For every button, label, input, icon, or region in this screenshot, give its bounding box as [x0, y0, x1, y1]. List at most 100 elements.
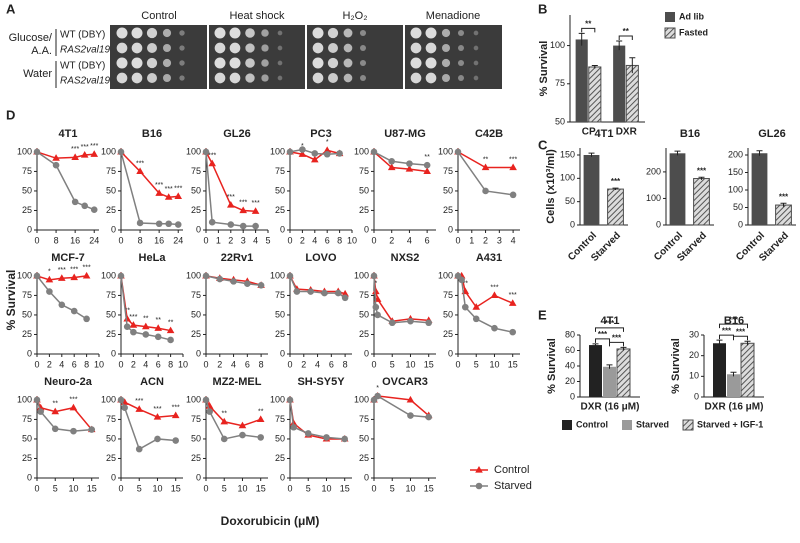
spot [261, 59, 269, 67]
y-tick-label: 100 [186, 146, 201, 156]
marker [154, 435, 161, 443]
y-tick-label: 25 [191, 453, 201, 463]
spot [425, 57, 437, 69]
y-tick-label: 25 [359, 205, 369, 215]
marker [58, 301, 66, 309]
series-line [120, 399, 176, 451]
y-tick-label: 0 [111, 224, 116, 234]
marker [83, 315, 90, 323]
y-tick-label: 100 [17, 146, 32, 156]
significance: *** [598, 330, 608, 339]
marker [374, 392, 381, 400]
marker [154, 324, 162, 331]
x-tick-label: DXR (16 μM) [705, 402, 764, 413]
marker [70, 273, 78, 281]
spot [343, 73, 353, 83]
marker [165, 220, 172, 228]
spot [261, 74, 269, 82]
series-line [373, 275, 429, 324]
x-tick-label: 8 [84, 359, 89, 369]
spot [277, 30, 283, 36]
chart-title: U87-MG [384, 128, 426, 140]
y-tick-label: 75 [275, 166, 285, 176]
chart-title: PC3 [310, 128, 331, 140]
y-tick-label: 75 [359, 166, 369, 176]
error-bar [730, 371, 737, 377]
marker [461, 303, 469, 311]
bar [588, 66, 602, 123]
series-line [373, 275, 429, 323]
error-bar [716, 339, 723, 347]
marker [136, 167, 144, 175]
significance: *** [174, 185, 182, 192]
legend-swatch [665, 12, 675, 22]
x-tick-label: 10 [152, 483, 162, 493]
marker [425, 413, 433, 421]
x-tick-label: 0 [287, 483, 292, 493]
significance: *** [612, 334, 622, 343]
y-tick-label: 80 [565, 329, 575, 339]
spot [359, 29, 367, 37]
chart-title: B16 [680, 128, 700, 140]
marker [372, 303, 380, 311]
y-tick-label: 25 [275, 329, 285, 339]
x-tick-label: 0 [34, 235, 39, 245]
y-tick-label: 100 [17, 270, 32, 280]
significance: * [374, 280, 377, 287]
marker [172, 437, 180, 444]
marker [406, 160, 413, 167]
x-tick-label: 5 [306, 483, 311, 493]
bracket [581, 27, 596, 33]
marker [425, 319, 433, 327]
x-tick-label: 10 [489, 359, 499, 369]
series-line [373, 151, 428, 173]
significance: *** [509, 292, 517, 299]
marker [123, 323, 131, 330]
marker [405, 165, 414, 172]
y-tick-label: 75 [22, 166, 32, 176]
bar [713, 343, 726, 397]
x-tick-label: 15 [87, 483, 97, 493]
y-tick-label: 75 [22, 290, 32, 300]
legend-swatch [622, 420, 632, 430]
marker [341, 289, 349, 297]
spot [245, 43, 255, 53]
significance: *** [155, 182, 163, 189]
y-tick-label: 75 [359, 414, 369, 424]
x-tick-label: 0 [371, 483, 376, 493]
spot [343, 43, 353, 53]
significance: *** [736, 327, 746, 336]
x-tick-label: 0 [203, 235, 208, 245]
x-tick-label: 0 [203, 483, 208, 493]
significance: *** [135, 398, 143, 405]
bar [613, 45, 626, 123]
marker [387, 163, 396, 171]
x-axis-label: Doxorubicin (μM) [221, 514, 320, 528]
spot [328, 43, 338, 53]
x-tick-label: 6 [425, 235, 430, 245]
x-tick-label: 0 [203, 359, 208, 369]
spot [410, 57, 422, 69]
marker [509, 191, 517, 199]
y-tick-label: 75 [191, 414, 201, 424]
spot [425, 72, 437, 84]
x-tick-label: 0 [287, 235, 292, 245]
marker [370, 272, 378, 280]
marker [508, 299, 517, 306]
y-tick-label: 75 [555, 78, 565, 88]
significance: *** [208, 152, 216, 159]
legend-label: Starved [636, 419, 669, 429]
x-tick-label: 2 [389, 235, 394, 245]
marker [171, 411, 180, 419]
x-tick-label: 5 [137, 483, 142, 493]
marker [202, 396, 210, 404]
marker [252, 222, 259, 230]
y-tick-label: 100 [270, 270, 285, 280]
series-line [36, 151, 95, 211]
x-tick-label: 4 [315, 359, 320, 369]
x-tick-label: DXR [616, 127, 638, 138]
marker [482, 187, 489, 195]
y-tick-label: 50 [443, 309, 453, 319]
spot [214, 57, 226, 69]
spot [163, 44, 171, 52]
